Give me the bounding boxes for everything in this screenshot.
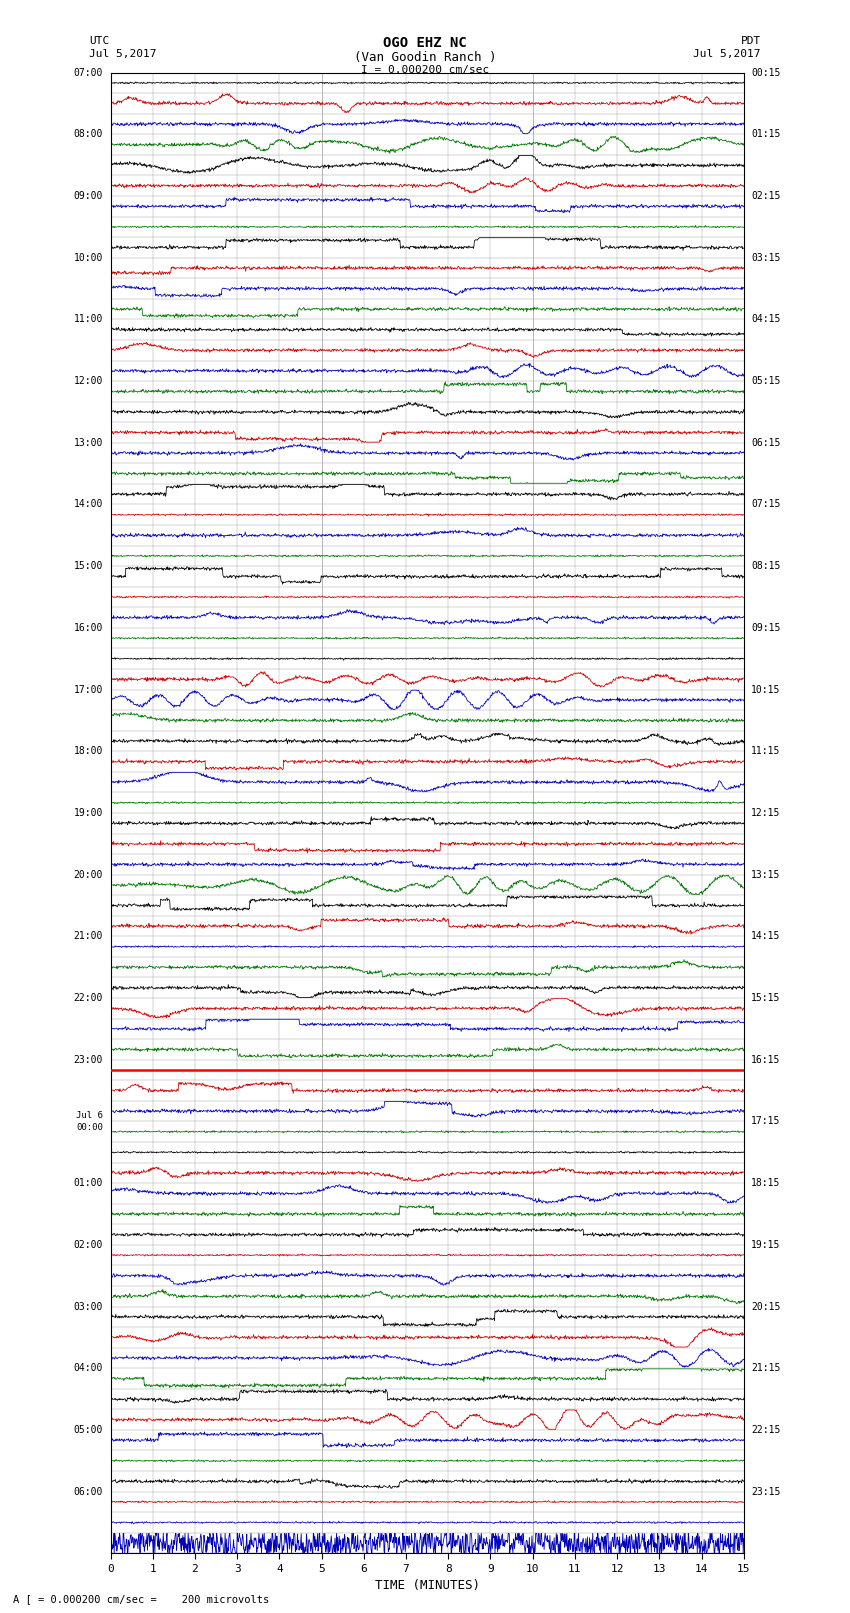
Text: I = 0.000200 cm/sec: I = 0.000200 cm/sec [361,65,489,74]
Text: Jul 5,2017: Jul 5,2017 [89,50,156,60]
Text: 10:00: 10:00 [74,253,103,263]
Text: 06:00: 06:00 [74,1487,103,1497]
Text: 10:15: 10:15 [751,684,780,695]
Text: 04:15: 04:15 [751,315,780,324]
Text: 18:15: 18:15 [751,1177,780,1189]
Text: 12:00: 12:00 [74,376,103,386]
Text: 12:15: 12:15 [751,808,780,818]
Text: 17:15: 17:15 [751,1116,780,1126]
Text: 00:00: 00:00 [76,1123,103,1132]
Text: 20:00: 20:00 [74,869,103,879]
Text: 08:15: 08:15 [751,561,780,571]
Text: 05:00: 05:00 [74,1424,103,1436]
Text: 09:00: 09:00 [74,190,103,202]
Text: UTC: UTC [89,37,110,47]
Text: 22:00: 22:00 [74,994,103,1003]
Text: 11:15: 11:15 [751,747,780,756]
Text: 21:00: 21:00 [74,931,103,942]
Text: 01:00: 01:00 [74,1177,103,1189]
Text: 01:15: 01:15 [751,129,780,139]
Text: 03:00: 03:00 [74,1302,103,1311]
Text: Jul 6: Jul 6 [76,1111,103,1119]
Text: 15:00: 15:00 [74,561,103,571]
Text: 05:15: 05:15 [751,376,780,386]
Text: 03:15: 03:15 [751,253,780,263]
Text: 07:00: 07:00 [74,68,103,77]
Text: 16:15: 16:15 [751,1055,780,1065]
Text: 23:15: 23:15 [751,1487,780,1497]
Text: 08:00: 08:00 [74,129,103,139]
Text: 19:00: 19:00 [74,808,103,818]
Text: 07:15: 07:15 [751,500,780,510]
Text: Jul 5,2017: Jul 5,2017 [694,50,761,60]
Text: 22:15: 22:15 [751,1424,780,1436]
Text: 11:00: 11:00 [74,315,103,324]
Text: 19:15: 19:15 [751,1240,780,1250]
Text: 20:15: 20:15 [751,1302,780,1311]
Text: 14:00: 14:00 [74,500,103,510]
Text: 14:15: 14:15 [751,931,780,942]
Text: 21:15: 21:15 [751,1363,780,1373]
Text: 06:15: 06:15 [751,437,780,448]
Text: 13:00: 13:00 [74,437,103,448]
Text: 09:15: 09:15 [751,623,780,632]
Text: 15:15: 15:15 [751,994,780,1003]
X-axis label: TIME (MINUTES): TIME (MINUTES) [375,1579,479,1592]
Text: 17:00: 17:00 [74,684,103,695]
Text: 04:00: 04:00 [74,1363,103,1373]
Text: (Van Goodin Ranch ): (Van Goodin Ranch ) [354,50,496,65]
Text: OGO EHZ NC: OGO EHZ NC [383,37,467,50]
Text: 18:00: 18:00 [74,747,103,756]
Text: 16:00: 16:00 [74,623,103,632]
Text: PDT: PDT [740,37,761,47]
Text: 02:00: 02:00 [74,1240,103,1250]
Text: 13:15: 13:15 [751,869,780,879]
Text: 00:15: 00:15 [751,68,780,77]
Text: 23:00: 23:00 [74,1055,103,1065]
Text: 02:15: 02:15 [751,190,780,202]
Text: A [ = 0.000200 cm/sec =    200 microvolts: A [ = 0.000200 cm/sec = 200 microvolts [13,1594,269,1603]
